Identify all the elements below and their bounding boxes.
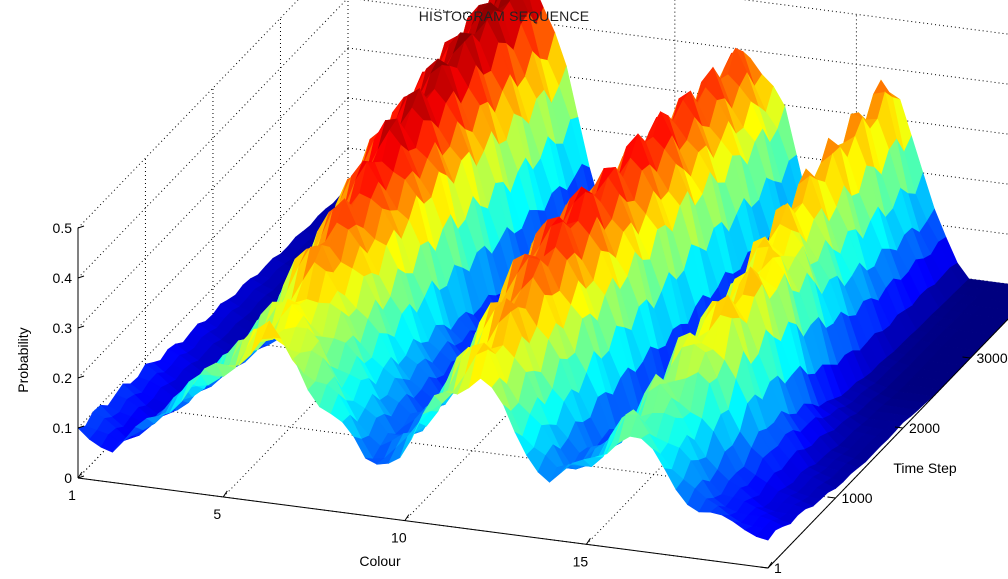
time-tick — [760, 567, 768, 568]
z-tick-label: 0.3 — [53, 320, 73, 336]
x-tick-label: 15 — [573, 553, 589, 569]
z-tick — [78, 226, 84, 228]
x-tick-label: 10 — [391, 530, 407, 546]
z-tick-label: 0.5 — [53, 220, 73, 236]
surface-layer — [78, 0, 1008, 540]
z-tick-label: 0.1 — [53, 420, 73, 436]
time-tick — [827, 497, 835, 498]
time-axis-title: Time Step — [893, 460, 956, 476]
z-tick-label: 0.2 — [53, 370, 73, 386]
x-axis-title: Colour — [359, 553, 401, 569]
x-axis-line — [78, 478, 768, 568]
x-tick-label: 5 — [213, 506, 221, 522]
time-tick-label: 2000 — [909, 420, 940, 436]
z-tick — [78, 326, 84, 328]
z-tick — [78, 276, 84, 278]
time-tick-label: 1 — [774, 560, 782, 574]
z-tick — [78, 376, 84, 378]
time-tick-label: 1000 — [841, 490, 872, 506]
z-axis-title: Probability — [15, 327, 31, 392]
x-tick-label: 1 — [68, 487, 76, 503]
chart-title: HISTOGRAM SEQUENCE — [0, 8, 1008, 24]
z-tick-label: 0.4 — [53, 270, 73, 286]
z-tick-label: 0 — [64, 470, 72, 486]
time-tick-label: 3000 — [976, 350, 1007, 366]
